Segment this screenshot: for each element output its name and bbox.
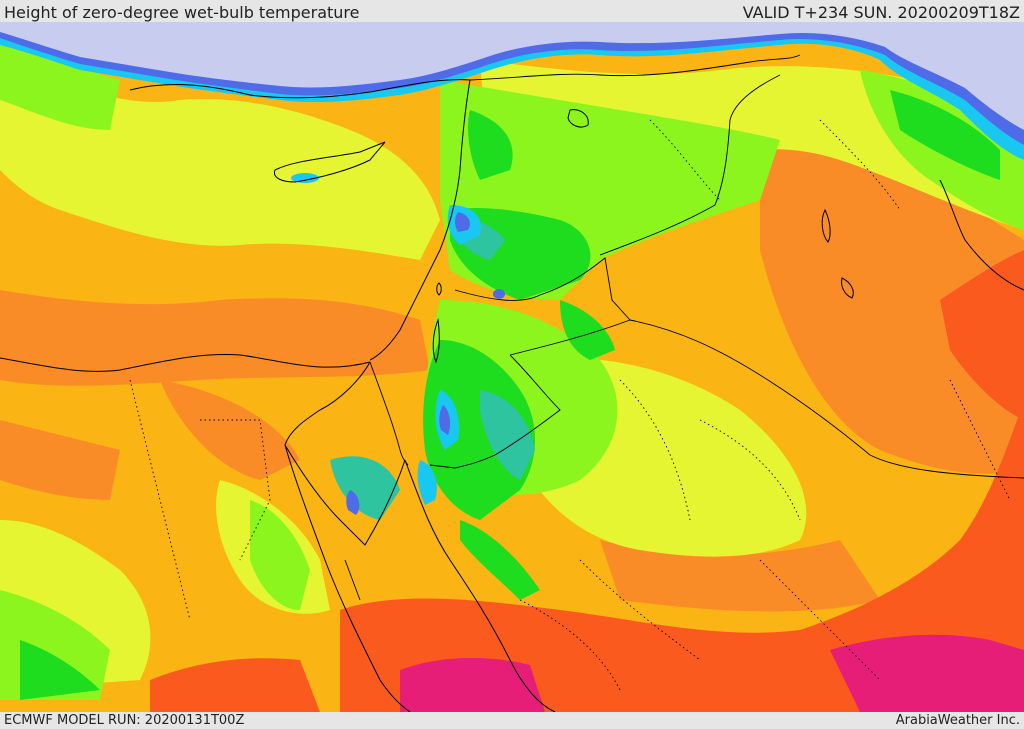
model-run: ECMWF MODEL RUN: 20200131T00Z <box>4 713 245 728</box>
field-red-orange <box>150 250 1024 712</box>
map-title: Height of zero-degree wet-bulb temperatu… <box>4 3 360 22</box>
field-cyan-blue <box>291 173 505 515</box>
provincial-boundaries <box>129 119 1011 691</box>
field-magenta <box>400 634 1024 712</box>
field-green <box>20 90 1000 700</box>
borders <box>344 54 1024 601</box>
field-below-zero <box>0 22 1024 160</box>
header-bar: Height of zero-degree wet-bulb temperatu… <box>0 0 1024 22</box>
weather-map[interactable] <box>0 22 1024 712</box>
coastlines <box>0 79 1024 712</box>
credit: ArabiaWeather Inc. <box>895 713 1020 728</box>
footer-bar: ECMWF MODEL RUN: 20200131T00Z ArabiaWeat… <box>0 712 1024 729</box>
valid-time: VALID T+234 SUN. 20200209T18Z <box>742 3 1020 22</box>
